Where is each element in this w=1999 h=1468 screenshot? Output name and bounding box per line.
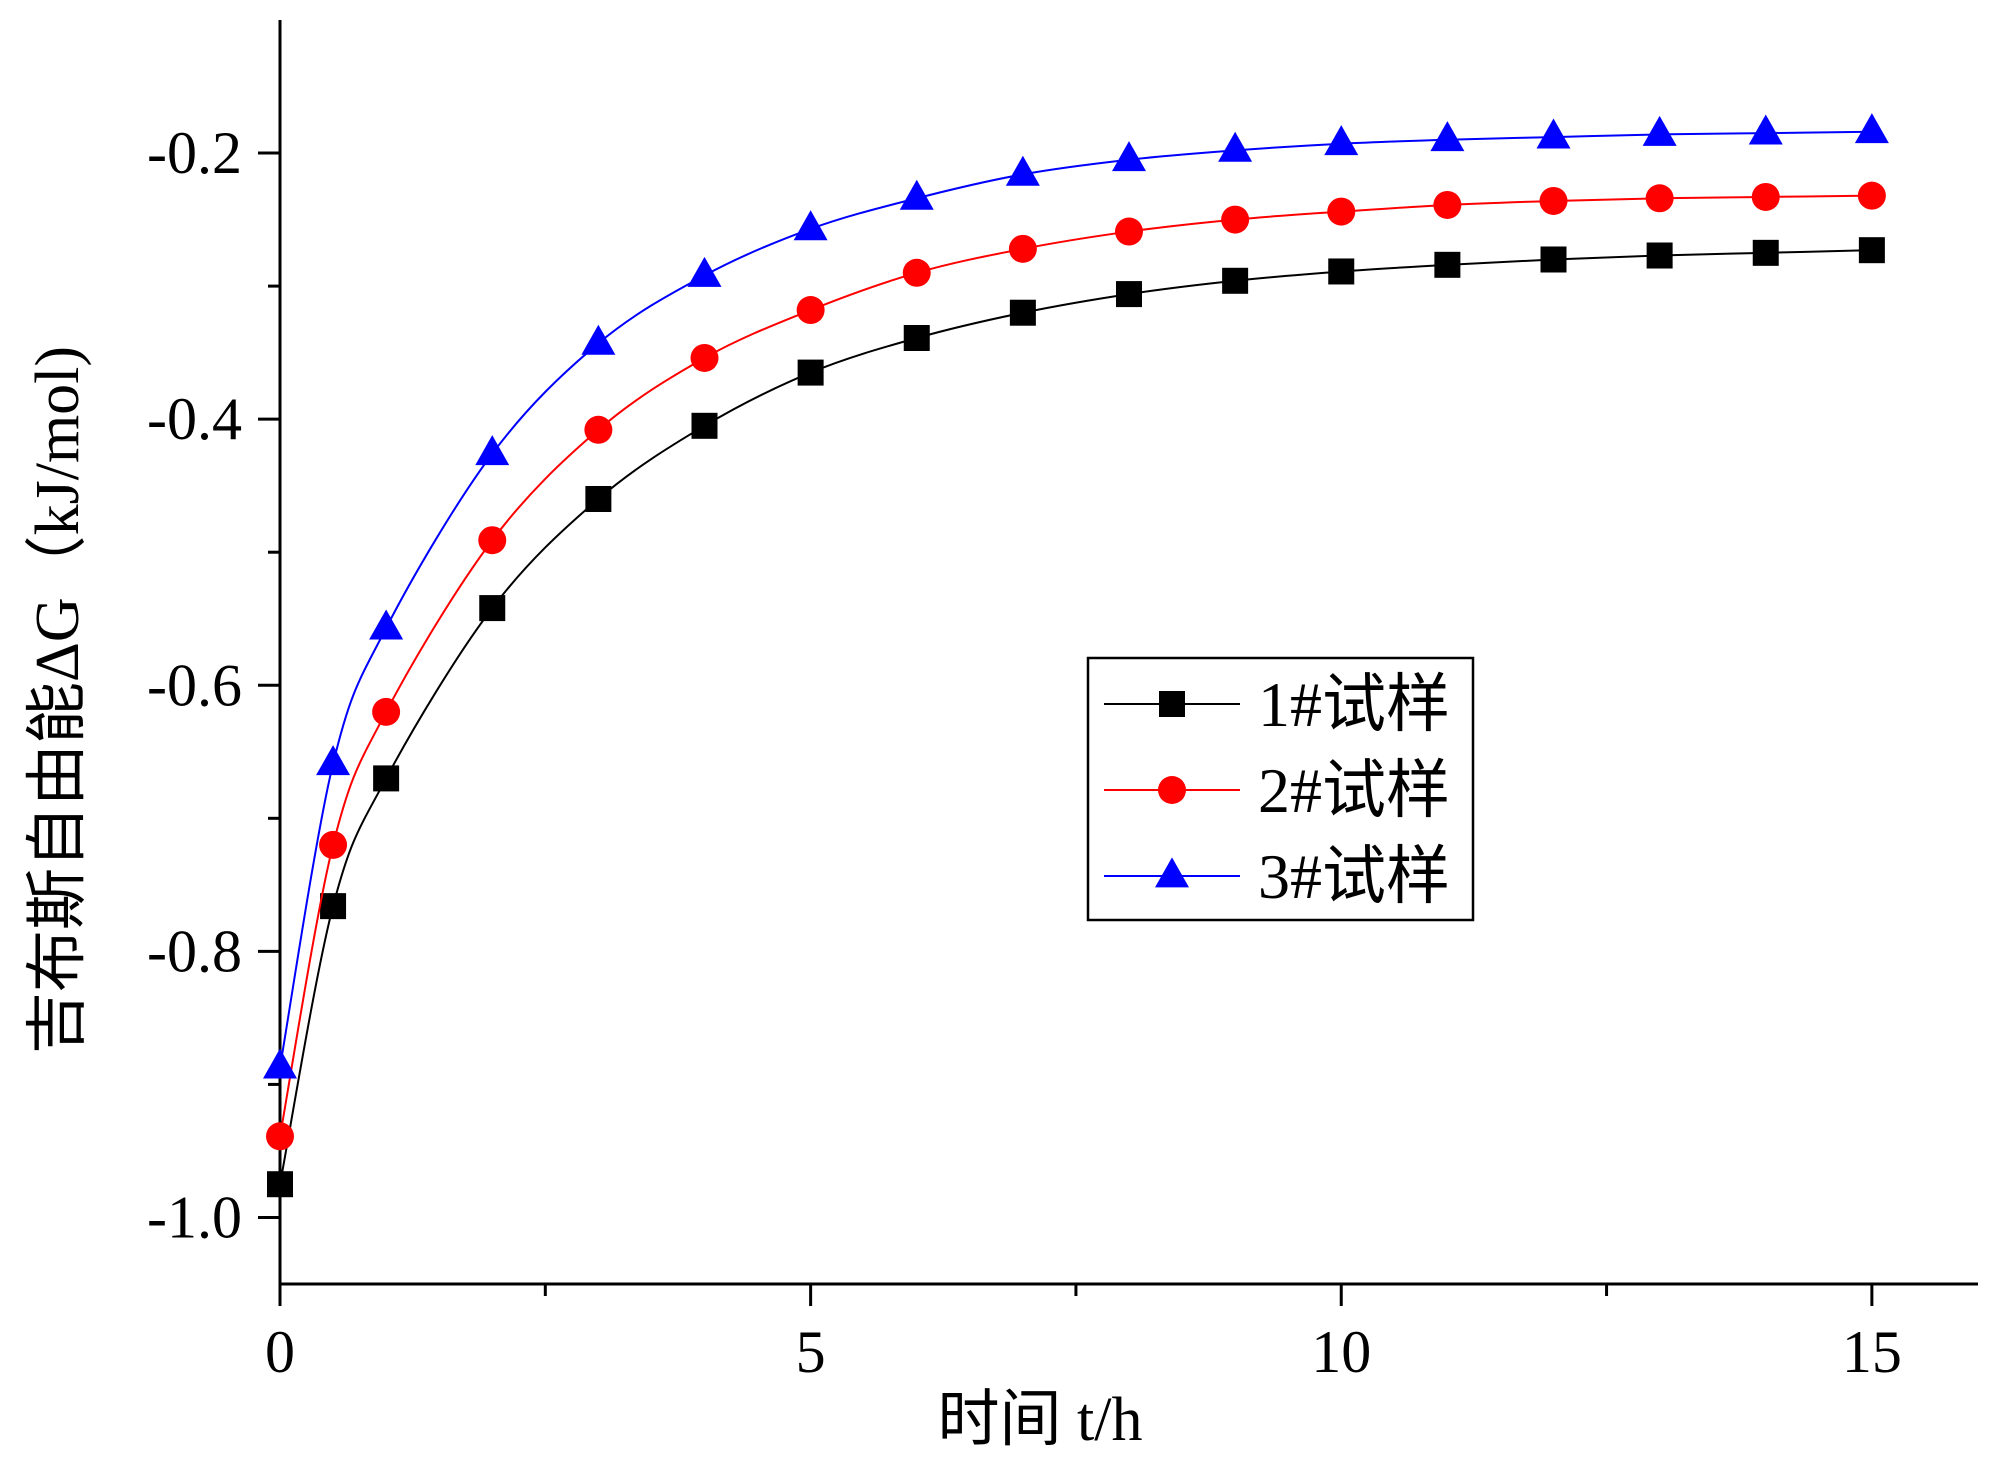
series-layer — [263, 113, 1889, 1198]
y-tick-label: -0.8 — [147, 918, 242, 984]
data-point — [584, 415, 613, 444]
data-point — [316, 745, 351, 776]
data-point — [267, 1171, 293, 1198]
data-point — [691, 412, 718, 439]
series-3 — [263, 113, 1889, 1079]
data-point — [1116, 281, 1142, 308]
data-point — [373, 765, 400, 792]
y-tick-label: -0.6 — [147, 652, 242, 718]
data-point — [1221, 205, 1250, 234]
data-point — [1646, 242, 1673, 269]
legend-label: 3#试样 — [1258, 841, 1450, 912]
data-point — [1112, 141, 1146, 172]
data-point — [479, 595, 506, 622]
data-point — [902, 258, 931, 287]
data-point — [1218, 131, 1253, 162]
x-axis-title: 时间 t/h — [938, 1386, 1143, 1454]
y-tick-label: -0.4 — [147, 386, 242, 452]
data-point — [1540, 246, 1567, 273]
data-point — [1222, 267, 1249, 294]
data-point — [372, 697, 401, 726]
data-point — [1752, 239, 1779, 266]
data-point — [1115, 217, 1143, 246]
data-point — [266, 1122, 294, 1151]
data-point — [1536, 118, 1571, 149]
legend-marker — [1158, 776, 1186, 804]
data-point — [263, 1048, 297, 1079]
data-point — [585, 485, 612, 512]
data-point — [1857, 181, 1886, 210]
series-1 — [267, 237, 1885, 1198]
data-point — [687, 256, 722, 287]
data-point — [1539, 186, 1568, 215]
x-tick-label: 10 — [1311, 1319, 1371, 1385]
data-point — [899, 179, 934, 210]
data-point — [319, 830, 348, 859]
y-tick-label: -1.0 — [147, 1184, 242, 1250]
legend-label: 2#试样 — [1258, 755, 1450, 826]
legend: 1#试样 2#试样 3#试样 — [1086, 656, 1475, 922]
data-point — [369, 609, 404, 640]
data-point — [1327, 197, 1356, 226]
data-point — [1430, 121, 1465, 152]
legend-marker — [1155, 857, 1189, 888]
data-point — [793, 210, 828, 241]
data-point — [1751, 182, 1780, 211]
series-line — [279, 130, 1872, 1068]
data-point — [1854, 113, 1889, 144]
data-point — [1434, 251, 1461, 278]
data-point — [475, 435, 510, 466]
series-line — [279, 194, 1872, 1137]
data-point — [1858, 237, 1885, 264]
series-2 — [266, 181, 1886, 1151]
data-point — [1008, 234, 1037, 263]
data-point — [1328, 258, 1355, 285]
legend-label: 1#试样 — [1258, 669, 1450, 740]
x-tick-label: 15 — [1842, 1319, 1902, 1385]
data-point — [1433, 190, 1462, 219]
data-point — [797, 359, 824, 386]
data-point — [1005, 155, 1040, 186]
legend-marker — [1159, 691, 1185, 717]
y-axis-title: 吉布斯自由能ΔG（kJ/mol) — [24, 346, 92, 1054]
x-tick-label: 0 — [265, 1319, 295, 1385]
data-point — [1748, 114, 1783, 145]
data-point — [1645, 184, 1674, 213]
data-point — [320, 893, 347, 920]
data-point — [1009, 299, 1036, 326]
x-tick-label: 5 — [796, 1319, 826, 1385]
data-point — [1324, 125, 1359, 156]
data-point — [903, 324, 930, 351]
data-point — [796, 296, 825, 325]
series-line — [279, 249, 1872, 1185]
data-point — [581, 324, 616, 355]
axes: 0 5 10 15 -1.0 -0.8 -0.6 -0.4 -0.2 — [147, 20, 1978, 1385]
data-point — [1642, 115, 1677, 146]
y-tick-label: -0.2 — [147, 120, 242, 186]
data-point — [478, 526, 507, 555]
data-point — [690, 343, 719, 372]
